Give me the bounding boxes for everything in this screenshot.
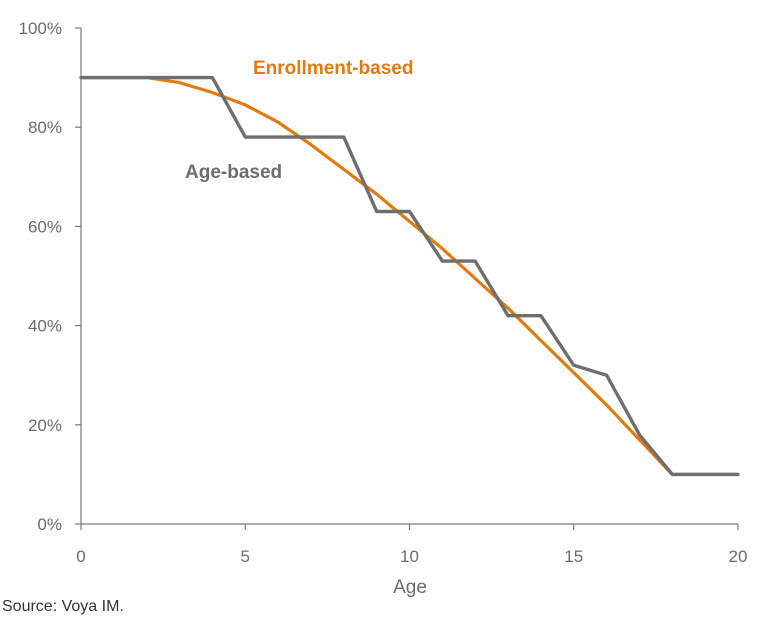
y-tick-label: 40% — [28, 317, 62, 336]
series-label-age-based: Age-based — [185, 162, 282, 183]
series-label-enrollment-based: Enrollment-based — [253, 58, 413, 79]
y-tick-label: 0% — [37, 515, 62, 534]
axes: 0% 20% 40% 60% 80% 100% 0 5 10 15 20 — [19, 19, 748, 566]
series-line-enrollment-based — [79, 75, 740, 476]
series-lines — [79, 75, 740, 477]
x-tick-label: 10 — [400, 547, 419, 566]
x-tick-label: 15 — [564, 547, 583, 566]
x-tick-label: 20 — [729, 547, 748, 566]
x-tick-label: 0 — [76, 547, 85, 566]
y-tick-label: 100% — [19, 19, 62, 38]
y-tick-label: 20% — [28, 416, 62, 435]
series-labels: Enrollment-based Age-based — [185, 58, 413, 183]
x-axis-title: Age — [393, 577, 427, 598]
x-tick-label: 5 — [241, 547, 250, 566]
y-tick-label: 80% — [28, 118, 62, 137]
series-line-age-based — [79, 75, 740, 477]
source-note: Source: Voya IM. — [2, 598, 124, 615]
y-tick-label: 60% — [28, 217, 62, 236]
